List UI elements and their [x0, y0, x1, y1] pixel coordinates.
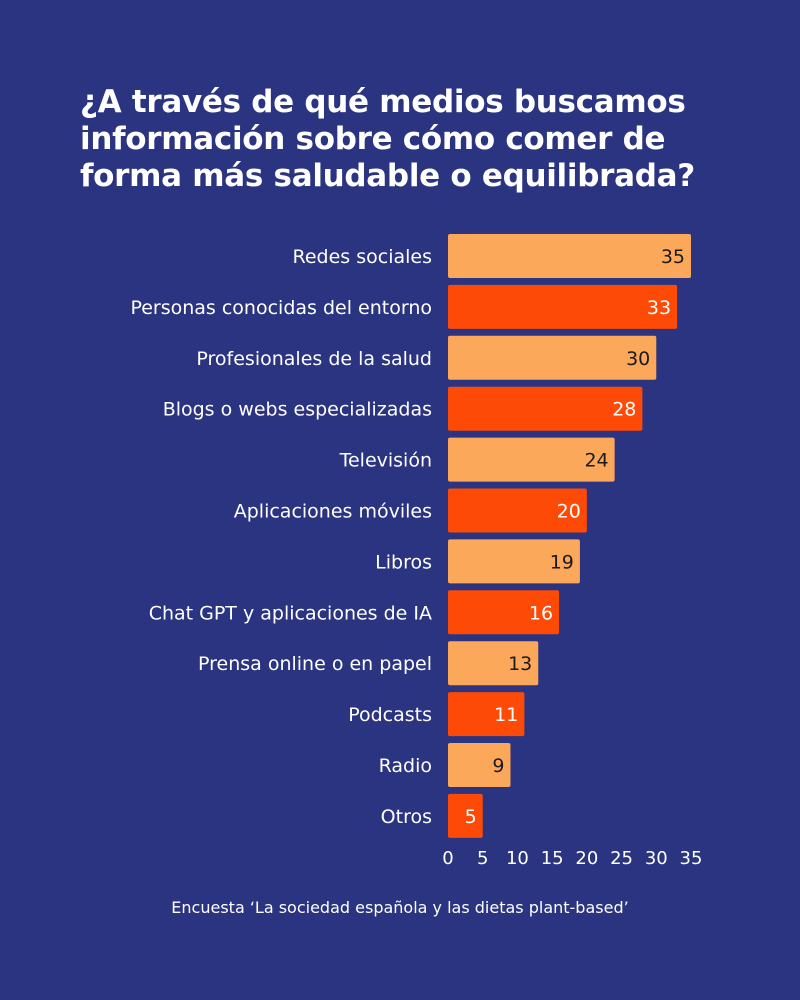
category-label: Chat GPT y aplicaciones de IA — [149, 602, 432, 624]
category-label: Blogs o webs especializadas — [163, 399, 432, 421]
bar — [448, 437, 615, 482]
bar — [448, 488, 587, 533]
x-tick-label: 15 — [541, 848, 564, 869]
category-label: Personas conocidas del entorno — [130, 297, 432, 319]
value-label: 28 — [612, 399, 636, 421]
x-tick-label: 0 — [442, 848, 453, 869]
category-label: Aplicaciones móviles — [234, 501, 432, 523]
value-label: 33 — [647, 297, 671, 319]
value-label: 24 — [584, 450, 608, 472]
bar — [448, 743, 511, 787]
value-label: 19 — [550, 551, 574, 573]
category-label: Redes sociales — [293, 246, 433, 268]
value-label: 20 — [557, 501, 581, 523]
bar — [448, 234, 691, 278]
bar — [448, 539, 580, 584]
value-label: 35 — [661, 246, 685, 268]
value-label: 11 — [494, 704, 518, 726]
value-label: 5 — [465, 806, 477, 828]
bar — [448, 335, 657, 380]
category-label: Otros — [381, 806, 432, 828]
x-tick-label: 25 — [610, 848, 633, 869]
value-label: 13 — [508, 653, 532, 675]
bar — [448, 284, 678, 329]
x-tick-label: 30 — [645, 848, 668, 869]
category-label: Televisión — [339, 450, 432, 472]
category-label: Profesionales de la salud — [196, 348, 432, 370]
bar — [448, 590, 560, 635]
category-label: Podcasts — [348, 704, 432, 726]
source-note: Encuesta ‘La sociedad española y las die… — [171, 898, 629, 917]
bar — [448, 793, 483, 838]
x-tick-label: 10 — [506, 848, 529, 869]
x-tick-label: 5 — [477, 848, 488, 869]
category-label: Radio — [379, 755, 432, 777]
value-label: 9 — [492, 755, 504, 777]
chart-title: ¿A través de qué medios buscamos informa… — [80, 84, 695, 194]
category-label: Libros — [375, 551, 432, 573]
value-label: 30 — [626, 348, 650, 370]
bar — [448, 692, 525, 737]
x-tick-label: 20 — [575, 848, 598, 869]
bar — [448, 386, 643, 431]
bar — [448, 641, 539, 686]
value-label: 16 — [529, 602, 553, 624]
category-label: Prensa online o en papel — [198, 653, 432, 675]
x-tick-label: 35 — [680, 848, 703, 869]
